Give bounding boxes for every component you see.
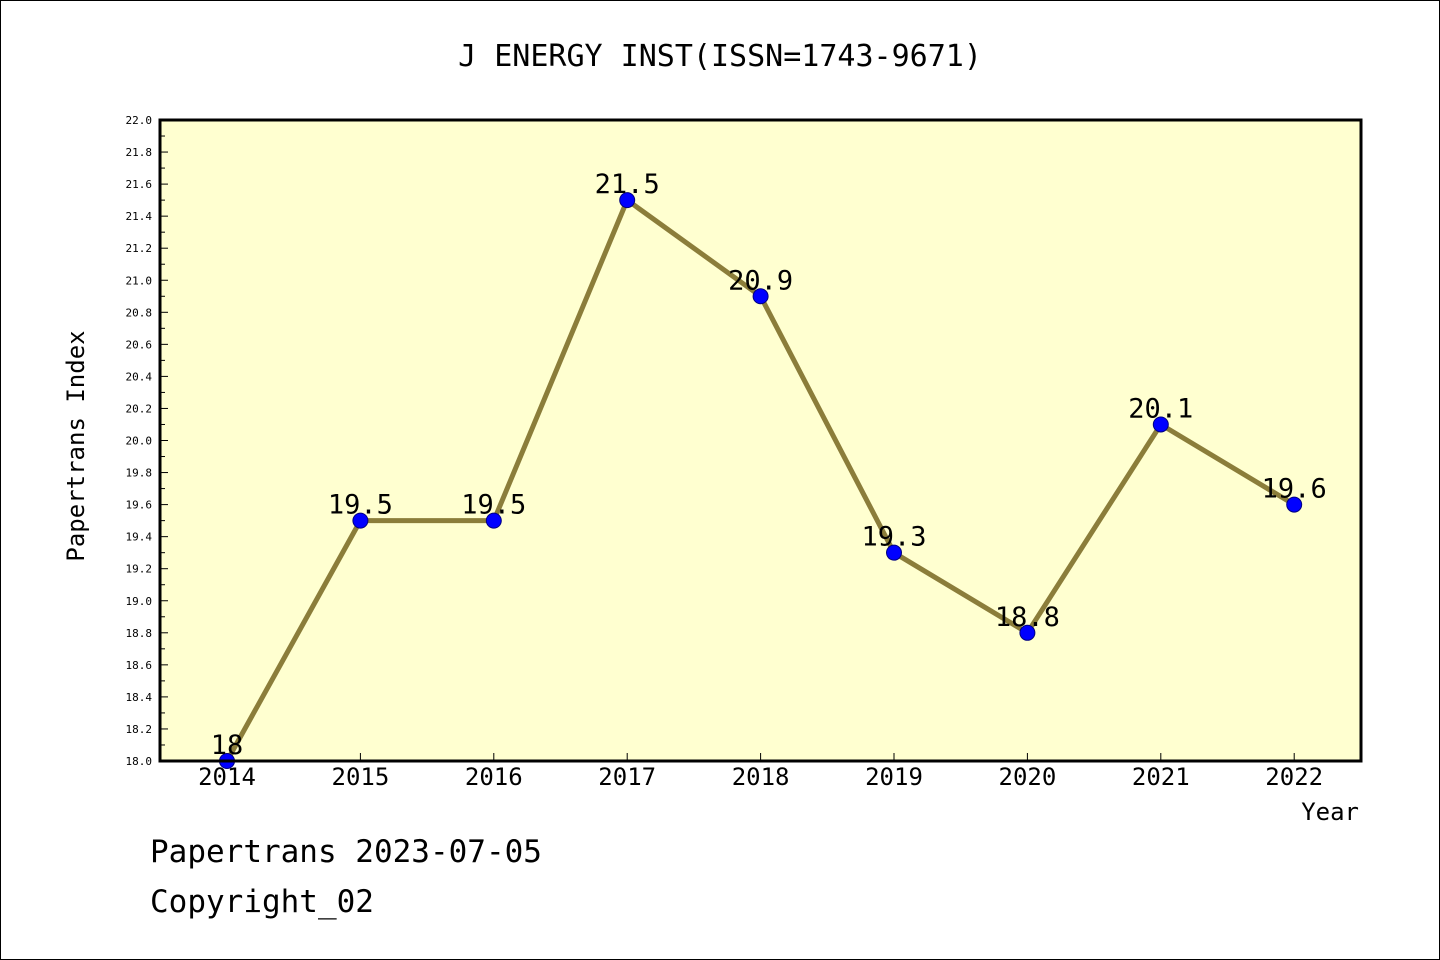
x-tick-label: 2017 [598,763,656,791]
y-tick-label: 21.0 [126,274,153,287]
y-tick-label: 20.4 [126,370,153,383]
y-tick-label: 22.0 [126,114,153,127]
y-tick-label: 20.2 [126,402,153,415]
data-label: 19.3 [861,522,926,553]
x-tick-label: 2018 [732,763,790,791]
y-tick-label: 20.6 [126,338,153,351]
y-tick-label: 19.8 [126,467,153,480]
x-axis-ticks: 2014 2015 2016 2017 2018 2019 2020 2021 2022 [198,753,1323,791]
y-tick-label: 18.0 [126,755,153,768]
y-tick-label: 19.0 [126,595,153,608]
data-label: 18 [211,730,244,761]
footer-date-text: Papertrans 2023-07-05 [150,834,542,870]
plot-border [158,118,1363,763]
y-tick-label: 18.2 [126,723,153,736]
x-tick-label: 2015 [332,763,390,791]
y-tick-label: 18.4 [126,691,153,704]
data-point [1286,496,1303,513]
y-tick-label: 21.4 [126,210,153,223]
data-point [752,288,769,305]
x-tick-label: 2019 [865,763,923,791]
data-label: 20.9 [728,265,793,296]
data-point [1152,416,1169,433]
y-tick-label: 18.6 [126,659,153,672]
data-label: 19.5 [328,490,393,521]
y-tick-label: 20.8 [126,306,153,319]
y-tick-label: 18.8 [126,627,153,640]
y-axis-label: Papertrans Index [62,330,90,561]
data-label: 19.6 [1262,474,1327,505]
y-tick-label: 21.2 [126,242,153,255]
data-label: 20.1 [1128,393,1193,424]
y-tick-label: 20.0 [126,435,153,448]
y-tick-label: 19.2 [126,563,153,576]
y-tick-label: 21.8 [126,146,153,159]
chart-title: J ENERGY INST(ISSN=1743-9671) [458,39,982,74]
y-tick-label: 19.4 [126,531,153,544]
series-layer: 18 19.5 19.5 21.5 20.9 19.3 18.8 20.1 19.6 [211,169,1327,769]
x-tick-label: 2020 [999,763,1057,791]
y-tick-label: 19.6 [126,499,153,512]
footer-copyright-text: Copyright_02 [150,884,374,920]
data-label: 19.5 [461,490,526,521]
x-axis-label: Year [1301,798,1359,826]
data-point [619,192,636,209]
data-point [1019,624,1036,641]
data-point [352,512,369,529]
y-tick-label: 21.6 [126,178,153,191]
data-label: 21.5 [595,169,660,200]
plot-area [160,120,1361,761]
data-point [886,544,902,561]
data-point [485,512,502,529]
data-label: 18.8 [995,602,1060,633]
x-tick-label: 2022 [1265,763,1323,791]
x-tick-label: 2021 [1132,763,1190,791]
x-tick-label: 2016 [465,763,523,791]
